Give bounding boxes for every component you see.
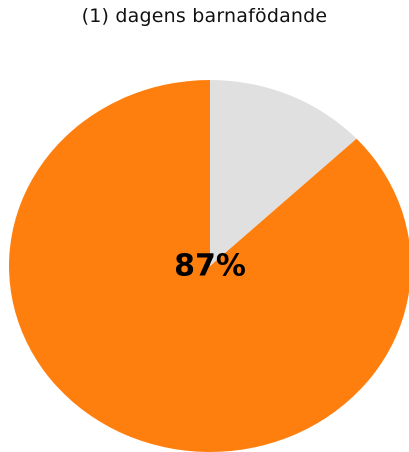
pie-slice-2 — [210, 80, 357, 266]
pie-slice-1 — [9, 80, 409, 452]
chart-title: (1) dagens barnafödande — [81, 5, 328, 27]
center-value-label: 87% — [174, 249, 246, 284]
